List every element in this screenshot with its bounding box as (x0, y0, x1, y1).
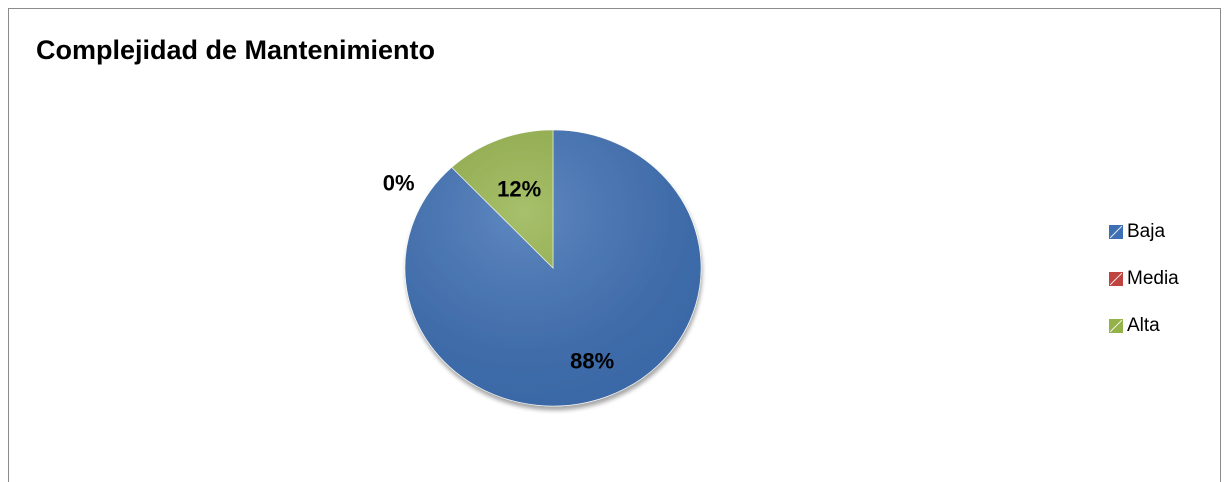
data-label-alta: 12% (497, 176, 541, 201)
data-label-media: 0% (383, 170, 415, 195)
legend-item-baja: Baja (1109, 220, 1179, 244)
legend-swatch-alta (1109, 319, 1123, 333)
data-label-baja: 88% (570, 348, 614, 373)
legend-item-media: Media (1109, 267, 1179, 291)
legend-swatch-baja (1109, 225, 1123, 239)
legend: Baja Media Alta (1109, 220, 1179, 361)
legend-item-alta: Alta (1109, 314, 1179, 338)
pie-gloss (405, 130, 701, 406)
legend-label-baja: Baja (1127, 221, 1166, 242)
legend-label-media: Media (1127, 268, 1179, 289)
pie-labels: 88% 0% 12% (383, 170, 614, 373)
legend-swatch-media (1109, 272, 1123, 286)
legend-label-alta: Alta (1127, 315, 1160, 336)
chart-title: Complejidad de Mantenimiento (36, 35, 436, 65)
pie-slices (404, 129, 702, 407)
